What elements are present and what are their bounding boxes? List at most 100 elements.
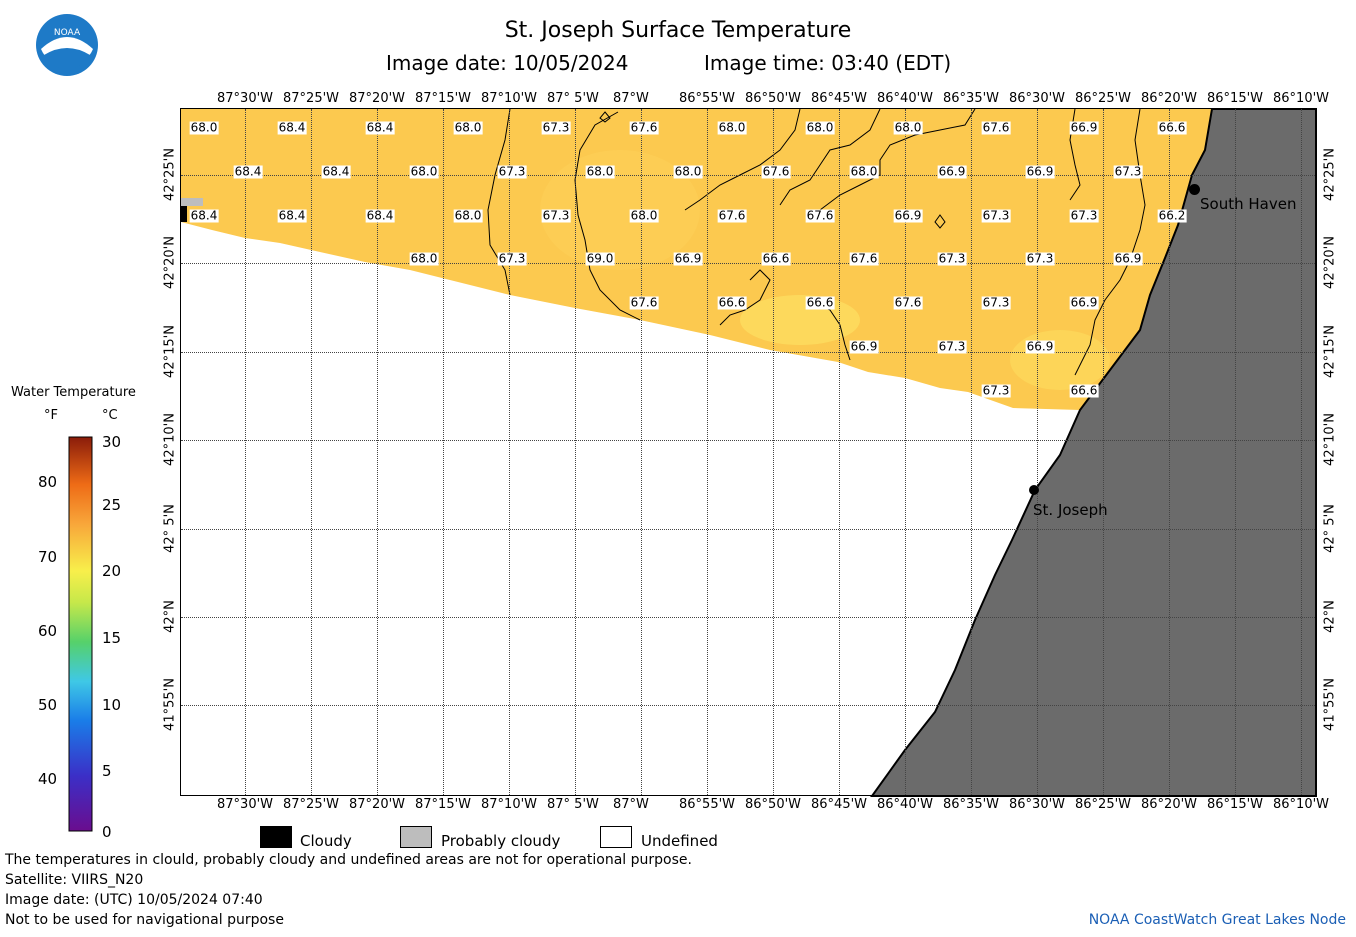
parallel-line [181, 529, 1315, 530]
legend-undefined-label: Undefined [641, 832, 718, 850]
st-joseph-marker [1029, 485, 1039, 495]
cloudy-pixels [181, 206, 187, 222]
latitude-label: 42°25'N [162, 148, 178, 201]
longitude-label: 86°10'W [1273, 91, 1330, 106]
meridian-line [245, 109, 246, 795]
colorbar-f-tick: 80 [38, 473, 58, 491]
footer-disclaimer: The temperatures in clould, probably clo… [5, 852, 692, 868]
colorbar [68, 436, 93, 832]
colorbar-unit-f: °F [44, 408, 58, 423]
longitude-label: 87°20'W [349, 91, 406, 106]
temperature-value: 68.0 [409, 251, 439, 266]
colorbar-c-tick: 5 [102, 762, 112, 780]
footer-utc-date: Image date: (UTC) 10/05/2024 07:40 [5, 892, 263, 908]
temperature-value: 66.9 [1069, 295, 1099, 310]
temperature-value: 68.4 [277, 120, 307, 135]
meridian-line [575, 109, 576, 795]
temperature-value: 66.9 [849, 339, 879, 354]
latitude-label: 42°10'N [1322, 413, 1338, 466]
latitude-label: 41°55'N [1322, 678, 1338, 731]
meridian-line [971, 109, 972, 795]
latitude-label: 42°N [162, 600, 178, 633]
temperature-value: 67.3 [937, 339, 967, 354]
longitude-label: 87°15'W [415, 91, 472, 106]
latitude-label: 42°15'N [1322, 325, 1338, 378]
noaa-logo: NOAA [36, 14, 98, 76]
temperature-value: 66.9 [1025, 164, 1055, 179]
parallel-line [181, 705, 1315, 706]
temperature-value: 68.4 [365, 208, 395, 223]
legend-undefined-swatch [600, 826, 632, 848]
meridian-line [311, 109, 312, 795]
longitude-label: 87°W [613, 91, 649, 106]
temperature-value: 67.3 [981, 383, 1011, 398]
temperature-value: 68.0 [629, 208, 659, 223]
temperature-value: 68.0 [849, 164, 879, 179]
colorbar-f-tick: 60 [38, 622, 58, 640]
latitude-label: 42° 5'N [1322, 504, 1338, 553]
latitude-label: 42°15'N [162, 325, 178, 378]
latitude-label: 42°20'N [162, 236, 178, 289]
temperature-value: 67.3 [1069, 208, 1099, 223]
meridian-line [1037, 109, 1038, 795]
temperature-value: 67.3 [541, 208, 571, 223]
meridian-line [377, 109, 378, 795]
longitude-label: 87°15'W [415, 797, 472, 812]
colorbar-c-tick: 30 [102, 433, 122, 451]
longitude-label: 87° 5'W [547, 91, 599, 106]
latitude-label: 42°25'N [1322, 148, 1338, 201]
temperature-value: 66.9 [893, 208, 923, 223]
longitude-label: 87°10'W [481, 91, 538, 106]
logo-text: NOAA [54, 28, 81, 38]
temperature-value: 67.3 [1025, 251, 1055, 266]
footer-satellite: Satellite: VIIRS_N20 [5, 872, 144, 888]
longitude-label: 86°35'W [943, 797, 1000, 812]
temperature-value: 68.4 [365, 120, 395, 135]
map-frame [180, 108, 1316, 796]
colorbar-f-tick: 70 [38, 548, 58, 566]
meridian-line [1103, 109, 1104, 795]
footer-credit: NOAA CoastWatch Great Lakes Node [1088, 912, 1346, 928]
colorbar-c-tick: 10 [102, 696, 122, 714]
st-joseph-label: St. Joseph [1033, 501, 1108, 519]
longitude-label: 86°40'W [877, 797, 934, 812]
footer-nav-warning: Not to be used for navigational purpose [5, 912, 284, 928]
longitude-label: 86°50'W [745, 91, 802, 106]
temperature-value: 66.6 [717, 295, 747, 310]
temperature-value: 66.2 [1157, 208, 1187, 223]
temperature-value: 66.9 [1113, 251, 1143, 266]
meridian-line [641, 109, 642, 795]
temperature-value: 67.3 [497, 164, 527, 179]
temperature-value: 67.6 [717, 208, 747, 223]
temperature-value: 67.6 [629, 295, 659, 310]
meridian-line [905, 109, 906, 795]
longitude-label: 87°25'W [283, 91, 340, 106]
latitude-label: 42° 5'N [162, 504, 178, 553]
longitude-label: 87°25'W [283, 797, 340, 812]
temperature-value: 67.6 [849, 251, 879, 266]
south-haven-marker [1189, 184, 1200, 195]
longitude-label: 86°20'W [1141, 91, 1198, 106]
longitude-label: 86°40'W [877, 91, 934, 106]
temperature-value: 68.0 [453, 208, 483, 223]
longitude-label: 86°25'W [1075, 797, 1132, 812]
colorbar-unit-c: °C [102, 408, 118, 423]
temperature-value: 66.6 [1157, 120, 1187, 135]
parallel-line [181, 617, 1315, 618]
temperature-value: 68.0 [585, 164, 615, 179]
legend-probably-cloudy-swatch [400, 826, 432, 848]
temperature-value: 66.6 [761, 251, 791, 266]
meridian-line [839, 109, 840, 795]
latitude-label: 42°N [1322, 600, 1338, 633]
legend-probably-cloudy-label: Probably cloudy [441, 832, 561, 850]
meridian-line [1235, 109, 1236, 795]
temperature-value: 67.3 [981, 208, 1011, 223]
longitude-label: 86°20'W [1141, 797, 1198, 812]
temperature-value: 68.0 [805, 120, 835, 135]
parallel-line [181, 352, 1315, 353]
map-title: St. Joseph Surface Temperature [504, 18, 852, 43]
image-date: Image date: 10/05/2024 [386, 51, 629, 75]
temperature-value: 67.3 [541, 120, 571, 135]
meridian-line [509, 109, 510, 795]
temperature-value: 68.0 [453, 120, 483, 135]
